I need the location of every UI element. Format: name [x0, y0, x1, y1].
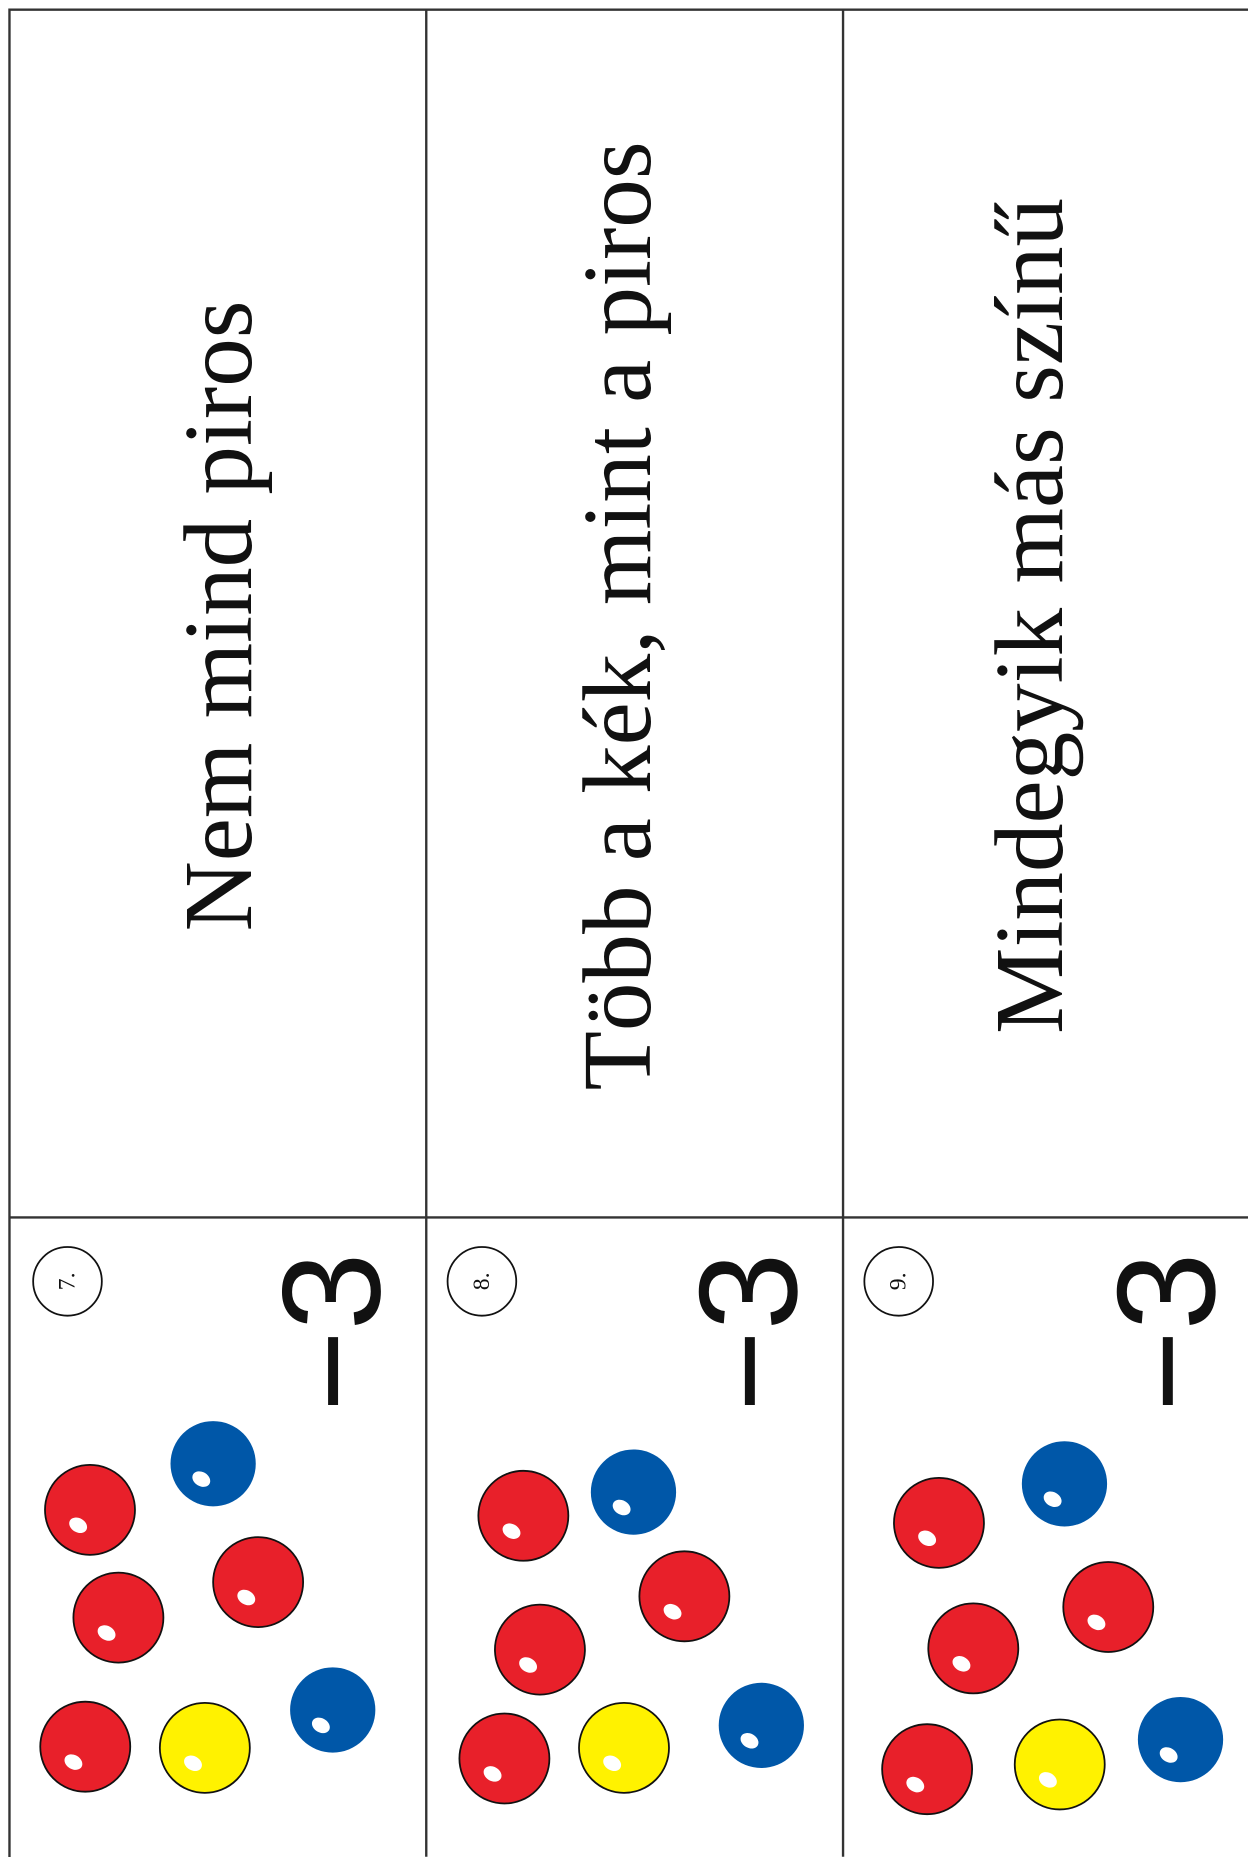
ball-highlight — [483, 1766, 502, 1782]
card-score: −3 — [1088, 1253, 1244, 1412]
ball-highlight — [952, 1656, 971, 1672]
ball-highlight — [906, 1776, 925, 1793]
ball — [1013, 1718, 1106, 1811]
card-label: Nem mind piros — [165, 300, 273, 931]
ball — [39, 1700, 132, 1793]
ball-highlight — [64, 1754, 83, 1770]
ball-highlight — [603, 1755, 622, 1772]
card-number: 9. — [886, 1272, 912, 1290]
ball-highlight — [519, 1657, 538, 1673]
card-label: Több a kék, mint a piros — [564, 141, 672, 1090]
ball — [927, 1602, 1020, 1695]
ball-highlight — [1159, 1747, 1178, 1763]
ball — [494, 1603, 586, 1696]
ball-highlight — [69, 1517, 88, 1534]
ball — [44, 1463, 136, 1556]
card-score: −3 — [670, 1253, 826, 1412]
ball-highlight — [237, 1589, 256, 1606]
card-label: Mindegyik más színű — [976, 198, 1084, 1034]
ball — [718, 1682, 804, 1768]
ball — [1062, 1561, 1155, 1653]
ball — [1137, 1696, 1224, 1783]
number-badge — [863, 1246, 934, 1317]
ball-highlight — [740, 1733, 759, 1749]
card-number: 8. — [469, 1272, 495, 1290]
ball — [1021, 1441, 1108, 1527]
ball — [477, 1469, 570, 1562]
ball-highlight — [1038, 1772, 1057, 1788]
ball-highlight — [1087, 1614, 1106, 1631]
ball — [638, 1550, 731, 1643]
ball-highlight — [1043, 1491, 1062, 1507]
ball — [212, 1536, 305, 1628]
card-number: 7. — [54, 1272, 80, 1290]
card-score: −3 — [254, 1253, 410, 1412]
ball-highlight — [311, 1717, 330, 1734]
ball — [158, 1701, 251, 1794]
number-badge — [32, 1246, 103, 1317]
ball — [72, 1571, 165, 1664]
ball-highlight — [192, 1471, 211, 1487]
ball — [590, 1449, 677, 1535]
ball-highlight — [502, 1523, 521, 1539]
ball — [881, 1723, 974, 1816]
ball-highlight — [918, 1530, 937, 1547]
ball — [458, 1712, 551, 1805]
ball — [893, 1477, 985, 1569]
ball — [578, 1701, 670, 1794]
ball-highlight — [97, 1625, 116, 1641]
number-badge — [446, 1246, 518, 1317]
sheet-border — [8, 8, 1248, 1857]
ball — [290, 1667, 376, 1753]
ball — [170, 1421, 256, 1507]
ball-highlight — [663, 1603, 682, 1620]
ball-highlight — [184, 1755, 202, 1772]
ball-highlight — [612, 1499, 631, 1516]
